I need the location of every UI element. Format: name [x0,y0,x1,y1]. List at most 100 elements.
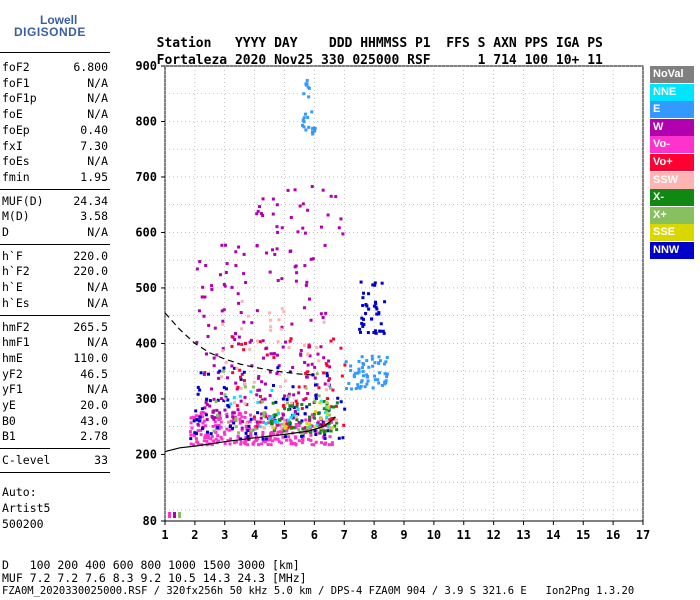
param-row: M(D) 3.58 [2,209,108,225]
echo-point [304,371,308,375]
echo-point [356,385,360,389]
echo-point [243,402,247,406]
echo-point [287,435,291,439]
echo-point [236,385,240,389]
echo-point [332,337,336,341]
echo-point [292,442,296,446]
echo-point [260,398,264,402]
echo-point [258,205,262,209]
header-value: 100 [524,53,549,68]
echo-point [209,432,213,436]
echo-point [235,387,239,391]
echo-point [217,413,221,417]
header-label: FFS [446,36,470,51]
echo-point [255,339,259,343]
echo-point [269,325,273,329]
y-tick-label: 800 [135,114,157,128]
echo-point [372,330,376,334]
param-row: fmin 1.95 [2,170,108,186]
echo-point [216,434,220,438]
echo-point [244,439,248,443]
echo-point [224,360,228,364]
echo-point [337,226,341,230]
echo-point [261,437,265,441]
echo-point [287,392,291,396]
echo-point [273,252,277,256]
echo-point [270,388,274,392]
echo-point [327,413,331,417]
echo-point [240,342,244,346]
legend-item: NoVal [650,66,694,83]
echo-point [382,362,386,366]
echo-point [195,414,199,418]
echo-point [248,413,252,417]
echo-point [269,318,273,322]
param-value: 0.40 [80,122,108,137]
header-value: 1 [477,53,486,68]
echo-point [245,438,249,442]
echo-point [261,430,265,434]
echo-point [300,402,304,406]
echo-point [260,412,264,416]
echo-point [228,425,232,429]
param-value: 6.800 [73,60,108,74]
echo-point [360,379,364,383]
echo-point [307,95,311,99]
echo-point [327,443,331,447]
echo-point [220,437,224,441]
echo-point [244,411,248,415]
echo-point [263,397,267,401]
echo-point [300,419,304,423]
echo-point [207,323,211,327]
echo-point [294,414,298,418]
echo-point [383,372,387,376]
echo-point [206,372,210,376]
echo-point [339,346,343,350]
echo-point [242,441,246,445]
echo-point [291,416,295,420]
echo-point [237,342,241,346]
echo-point [281,345,285,349]
echo-point [267,436,271,440]
echo-point [222,369,226,373]
echo-point [283,379,287,383]
echo-point [378,371,382,375]
echo-point [204,352,208,356]
echo-point [219,425,223,429]
echo-point [236,435,240,439]
echo-point [234,264,238,268]
echo-point [194,437,198,441]
echo-point [212,409,216,413]
header-values: Fortaleza 2020 Nov25 330 025000 RSF 1 71… [141,38,603,68]
echo-point [267,421,271,425]
echo-point [229,402,233,406]
echo-point [246,428,250,432]
echo-point [356,383,360,387]
echo-point [215,408,219,412]
echo-point [382,331,386,335]
echo-point [291,442,295,446]
echo-point [189,421,193,425]
param-name: foE [2,107,23,122]
echo-point [327,409,331,413]
ionogram-chart: 1 2 3 4 5 6 7 8 9 10 11 12 13 14 15 16 17802003004005006… [135,59,650,542]
distance-row: D 100 200 400 600 800 1000 1500 3000 [km] [2,558,300,572]
echo-point [263,426,267,430]
echo-point [385,372,389,376]
echo-point [199,371,203,375]
echo-point [245,403,249,407]
echo-point [189,433,193,437]
echo-point [313,365,317,369]
echo-point [233,416,237,420]
y-tick-label: 700 [135,170,157,184]
param-name: C-level [2,453,51,468]
echo-point [238,419,242,423]
echo-point [308,422,312,426]
param-value: N/A [87,91,108,106]
header-label: AXN [493,36,517,51]
echo-point [275,225,279,229]
echo-point [265,251,269,255]
echo-point [292,426,296,430]
echo-point [314,394,318,398]
echo-point [365,375,369,379]
